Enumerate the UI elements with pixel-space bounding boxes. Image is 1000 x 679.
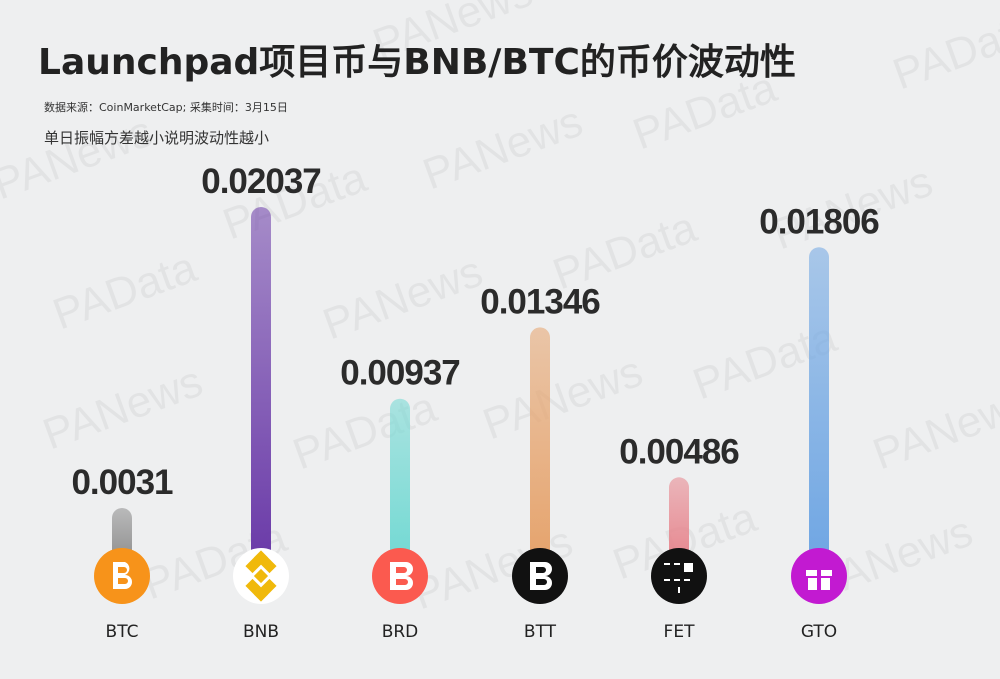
watermark: PAData (287, 382, 444, 479)
watermark: PANews (0, 107, 159, 210)
x-tick-label: BTC (106, 622, 139, 642)
bar (809, 247, 829, 562)
value-label: 0.00937 (340, 354, 460, 393)
x-tick-label: GTO (801, 622, 837, 642)
watermark: PAData (47, 242, 204, 339)
bar (669, 477, 689, 562)
x-tick-label: BNB (243, 622, 279, 642)
x-tick-label: BRD (382, 622, 419, 642)
watermark: PANews (37, 357, 209, 460)
watermark: PAData (887, 2, 1000, 99)
bar (251, 207, 271, 562)
value-label: 0.02037 (201, 162, 321, 201)
watermark: PANews (867, 377, 1000, 480)
subtitle: 单日振幅方差越小说明波动性越小 (44, 129, 269, 147)
value-label: 0.01806 (759, 202, 879, 241)
watermark: PANews (417, 97, 589, 200)
bar (530, 327, 550, 562)
x-tick-label: BTT (524, 622, 557, 642)
watermark: PANews (317, 247, 489, 350)
value-label: 0.00486 (619, 432, 739, 471)
value-label: 0.01346 (480, 282, 600, 321)
value-label: 0.0031 (71, 463, 173, 502)
bar (390, 398, 410, 562)
source: 数据来源：CoinMarketCap; 采集时间：3月15日 (44, 100, 288, 114)
icons (94, 548, 847, 604)
chart-title: Launchpad项目币与BNB/BTC的币价波动性 (38, 42, 796, 83)
x-tick-label: FET (664, 622, 696, 642)
